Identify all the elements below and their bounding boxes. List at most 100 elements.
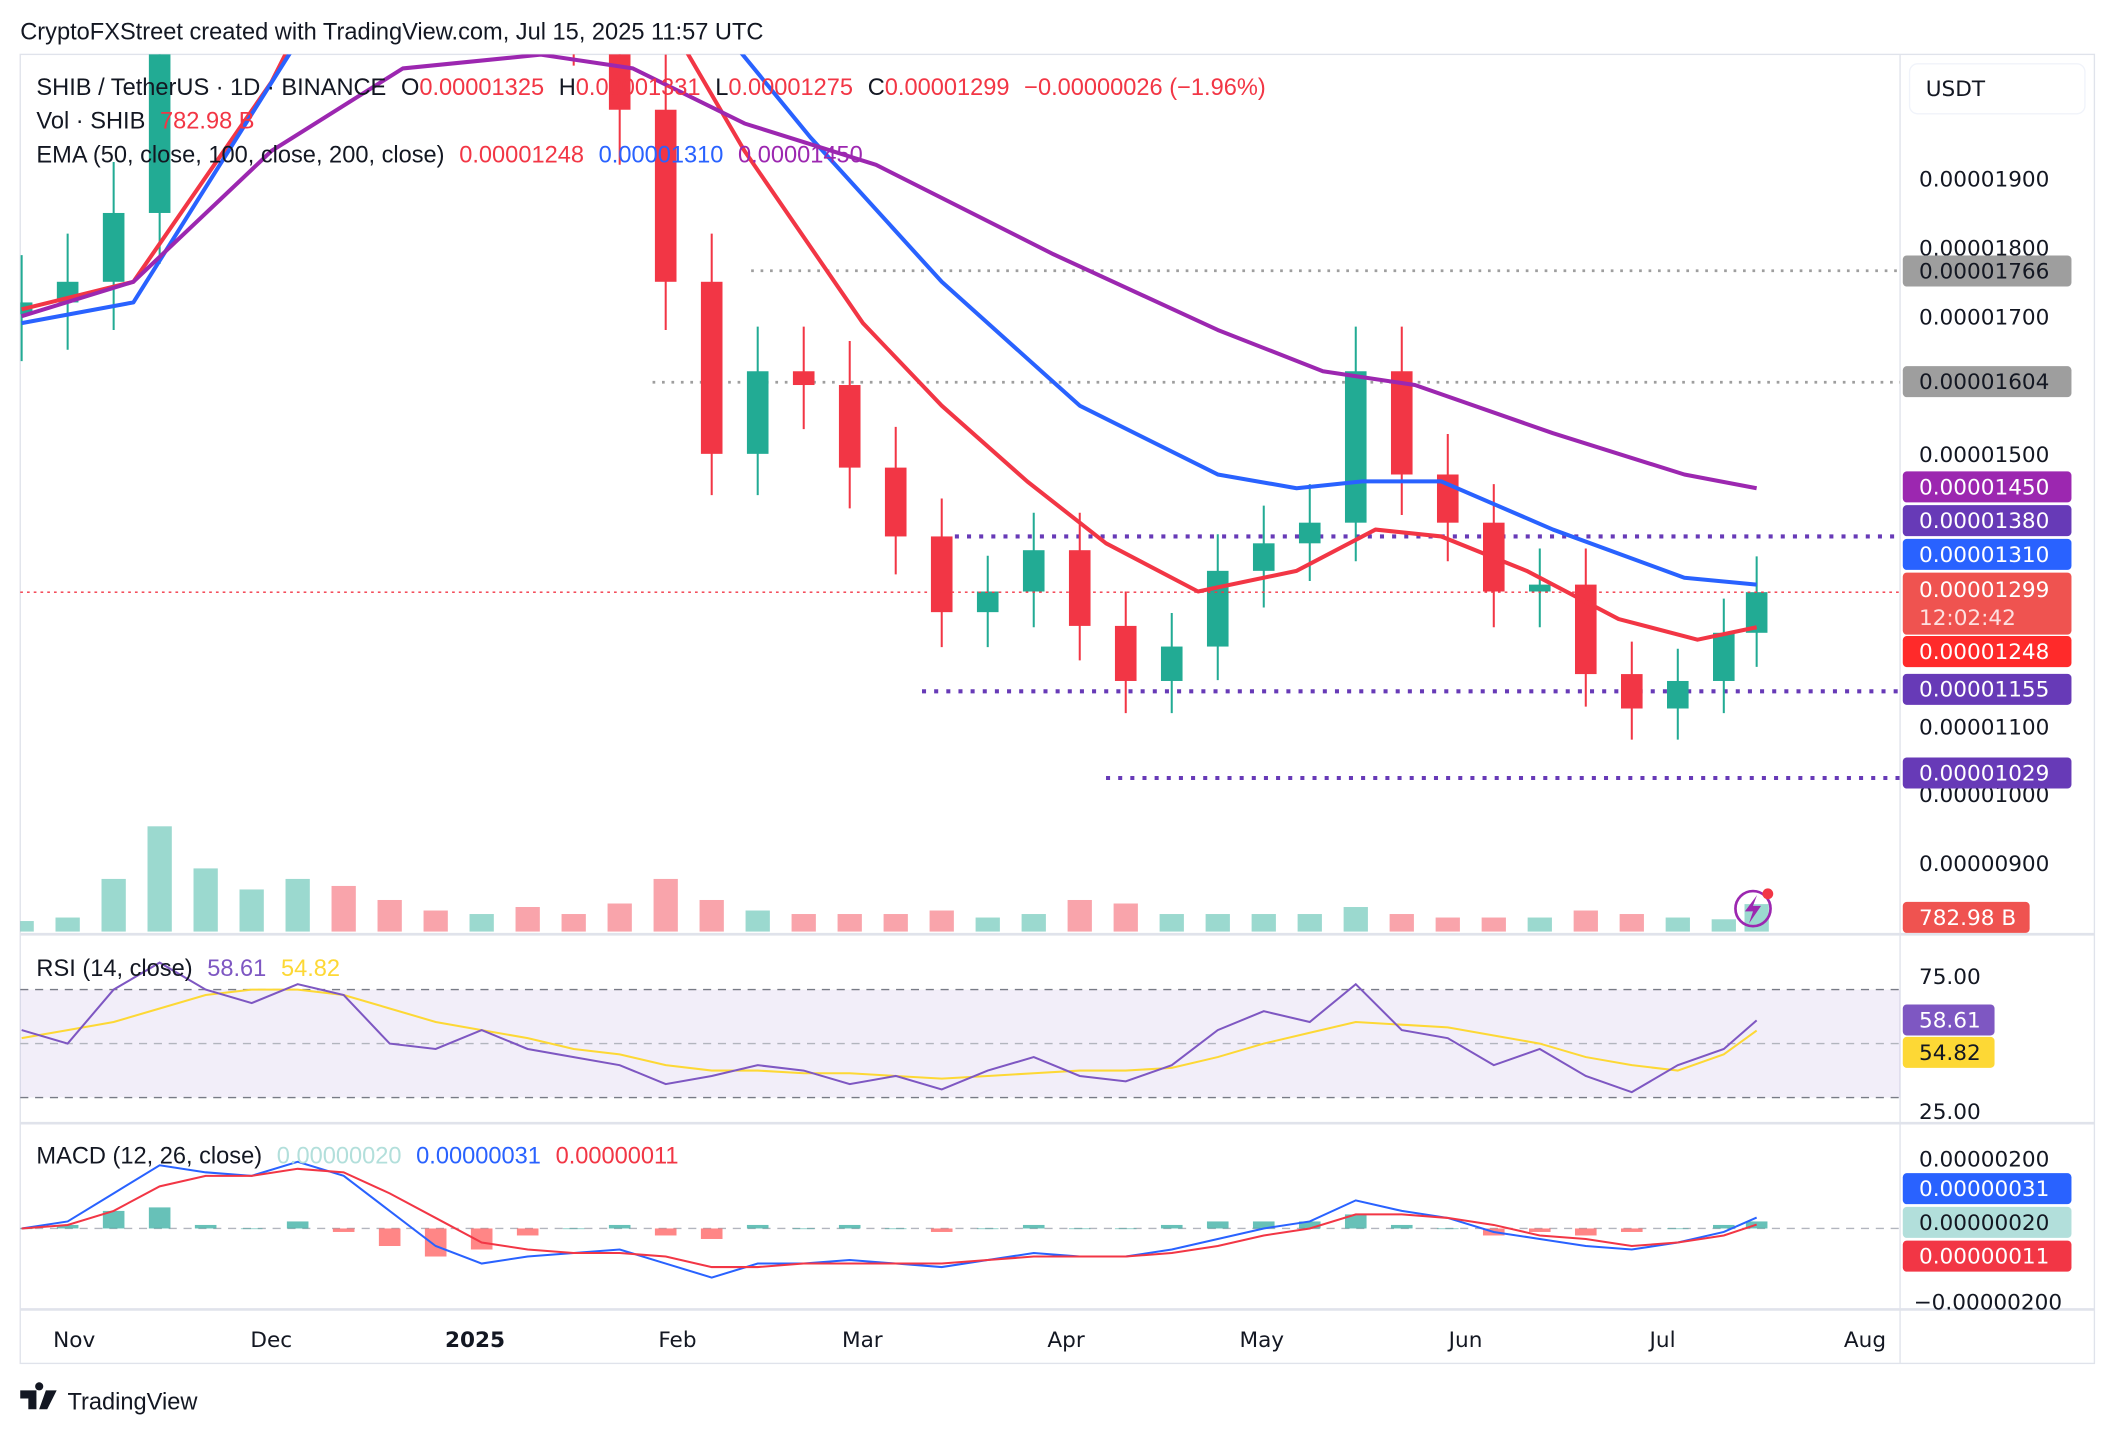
candle-body	[1206, 570, 1229, 647]
candle-body	[1666, 680, 1689, 709]
macd-histogram-bar	[1528, 1228, 1551, 1232]
candle-body	[976, 591, 999, 613]
volume-bar	[1297, 914, 1322, 932]
macd-histogram-bar	[194, 1224, 217, 1229]
macd-histogram-bar	[1390, 1224, 1413, 1229]
candles	[20, 0, 1768, 740]
candle-body	[1022, 550, 1045, 592]
price-tick: 0.00000900	[1919, 852, 2049, 877]
macd-line	[21, 1160, 1758, 1279]
candle-body	[884, 467, 907, 537]
rsi-ma-value: 54.82	[281, 956, 340, 982]
macd-histogram-bar	[654, 1228, 677, 1236]
volume-bar	[1159, 914, 1184, 932]
volume-bar	[745, 910, 770, 932]
volume-bar	[1113, 903, 1138, 932]
change-value: −0.00000026 (−1.96%)	[1024, 75, 1266, 101]
ema100-line	[21, 54, 1757, 587]
volume-bar	[193, 868, 218, 932]
symbol-title[interactable]: SHIB / TetherUS · 1D · BINANCE	[36, 75, 386, 101]
volume-bar	[883, 914, 908, 932]
macd-badge: 0.00000031	[1919, 1177, 2049, 1202]
volume-bar	[331, 885, 356, 932]
macd-histogram-bar	[930, 1228, 953, 1232]
candle-body	[792, 371, 815, 386]
volume-bar	[1343, 907, 1368, 932]
volume-bar	[1481, 917, 1506, 932]
ema200-badge: 0.00001450	[1919, 475, 2049, 500]
volume-bar	[653, 878, 678, 932]
rsi-line	[21, 961, 1758, 1094]
ema-legend: EMA (50, close, 100, close, 200, close) …	[36, 142, 862, 168]
chart-frame	[19, 53, 2096, 1365]
volume-bar	[469, 914, 494, 932]
macd-histogram-bar	[1436, 1228, 1459, 1230]
macd-histogram-bar	[1713, 1224, 1735, 1229]
macd-histogram-bar	[976, 1228, 999, 1230]
macd-histogram-bar	[792, 1228, 815, 1230]
macd-hist-badge: 0.00000020	[1919, 1211, 2049, 1236]
attribution: CryptoFXStreet created with TradingView.…	[20, 20, 763, 46]
candle-body	[1745, 592, 1768, 633]
macd-histogram-bar	[1068, 1228, 1091, 1230]
time-tick: Jul	[1648, 1328, 1676, 1353]
macd-histogram-bar	[286, 1221, 309, 1229]
time-tick: Aug	[1844, 1328, 1886, 1353]
last-price-badge: 0.00001299	[1919, 578, 2049, 603]
volume-bar	[1021, 914, 1046, 932]
macd-histogram-bar	[56, 1224, 79, 1229]
currency-button[interactable]	[1908, 63, 2086, 115]
volume-bar	[101, 878, 126, 932]
macd-value: 0.00000031	[416, 1144, 541, 1170]
candle-body	[1344, 371, 1367, 523]
macd-histogram-bar	[1344, 1214, 1367, 1229]
candle-body	[102, 212, 125, 282]
ema-lines	[21, 54, 1758, 642]
currency-label: USDT	[1926, 77, 1986, 102]
candle-body	[1252, 543, 1275, 571]
ema100-badge: 0.00001310	[1919, 543, 2049, 568]
level-badge-1380: 0.00001380	[1919, 509, 2049, 534]
macd-histogram-bar	[1666, 1228, 1689, 1230]
macd-histogram-bar	[838, 1224, 861, 1229]
volume-label[interactable]: Vol · SHIB	[36, 109, 145, 135]
lightning-icon[interactable]	[1734, 888, 1774, 928]
candle-body	[1298, 522, 1321, 544]
bar-countdown: 12:02:42	[1919, 606, 2016, 631]
candle-body	[563, 0, 585, 6]
rsi-lines	[21, 961, 1758, 1094]
ema-label[interactable]: EMA (50, close, 100, close, 200, close)	[36, 142, 444, 168]
candle-body	[930, 536, 953, 613]
candle-body	[838, 385, 861, 468]
candle-body	[1068, 550, 1091, 626]
volume-bar	[239, 889, 264, 932]
close-label: C	[868, 75, 885, 101]
ema200-value: 0.00001450	[738, 142, 863, 168]
macd-histogram-bar	[1574, 1228, 1597, 1236]
horizontal-levels[interactable]	[652, 269, 1901, 781]
macd-signal-badge: 0.00000011	[1919, 1245, 2049, 1270]
macd-plot	[20, 1160, 1768, 1279]
time-tick: Feb	[658, 1328, 696, 1353]
volume-bar	[1711, 919, 1736, 932]
price-tick: 0.00001500	[1919, 443, 2049, 468]
rsi-ma-badge: 54.82	[1919, 1041, 1981, 1066]
tradingview-logo[interactable]: TradingView	[20, 1382, 198, 1415]
rsi-label[interactable]: RSI (14, close)	[36, 956, 192, 982]
time-tick: Mar	[842, 1328, 883, 1353]
macd-histogram-bar	[608, 1224, 631, 1229]
level-badge-1766: 0.00001766	[1919, 259, 2049, 284]
volume-bar	[699, 899, 724, 932]
high-value: 0.00001331	[576, 75, 701, 101]
volume-bar	[1205, 914, 1230, 932]
time-axis[interactable]: Nov Dec 2025 Feb Mar Apr May Jun Jul Aug	[53, 1328, 1886, 1353]
macd-hist-value: 0.00000020	[277, 1144, 402, 1170]
volume-bars	[20, 826, 1769, 932]
macd-label[interactable]: MACD (12, 26, close)	[36, 1144, 262, 1170]
macd-histogram-bar	[1620, 1228, 1643, 1232]
macd-legend: MACD (12, 26, close) 0.00000020 0.000000…	[36, 1144, 678, 1170]
volume-bar	[791, 914, 816, 932]
volume-bar	[55, 917, 80, 932]
level-badge-1155: 0.00001155	[1919, 678, 2049, 703]
price-tick: 0.00001900	[1919, 168, 2049, 193]
